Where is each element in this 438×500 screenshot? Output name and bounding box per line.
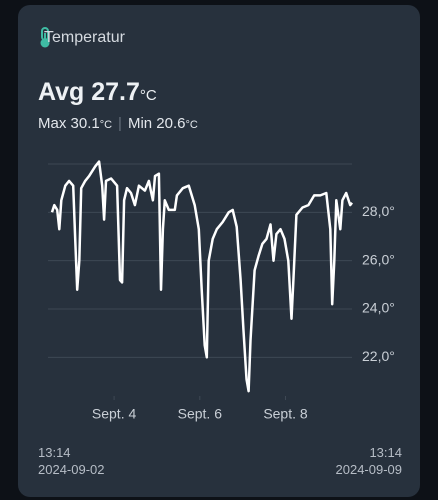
card-title: Temperatur (44, 29, 125, 46)
max-value: Max 30.1 (38, 115, 100, 132)
y-tick-label: 26,0° (362, 251, 395, 267)
avg-value: Avg 27.7 (38, 78, 140, 106)
x-tick-label: Sept. 4 (92, 406, 137, 422)
y-tick-label: 24,0° (362, 300, 395, 316)
start-time: 13:14 (38, 445, 71, 460)
max-unit: °C (99, 119, 113, 131)
x-tick-label: Sept. 8 (263, 406, 308, 422)
avg-unit: °C (139, 87, 157, 104)
average: Avg 27.7°C (38, 78, 157, 107)
thermometer-icon (40, 27, 50, 48)
card (18, 5, 420, 497)
start-stamp: 13:14 2024-09-02 (38, 444, 105, 478)
y-tick-label: 28,0° (362, 203, 395, 219)
y-tick-label: 22,0° (362, 348, 395, 364)
end-stamp: 13:14 2024-09-09 (336, 444, 403, 478)
end-date: 2024-09-09 (335, 462, 403, 477)
start-date: 2024-09-02 (38, 462, 105, 477)
separator: | (118, 115, 122, 132)
min-unit: °C (185, 119, 198, 131)
end-time: 13:14 (369, 445, 402, 460)
min-max: Max 30.1°C | Min 20.6°C (38, 115, 198, 132)
min-value: Min 20.6 (127, 115, 186, 132)
temperature-line (50, 160, 353, 393)
x-tick-label: Sept. 6 (178, 406, 223, 422)
